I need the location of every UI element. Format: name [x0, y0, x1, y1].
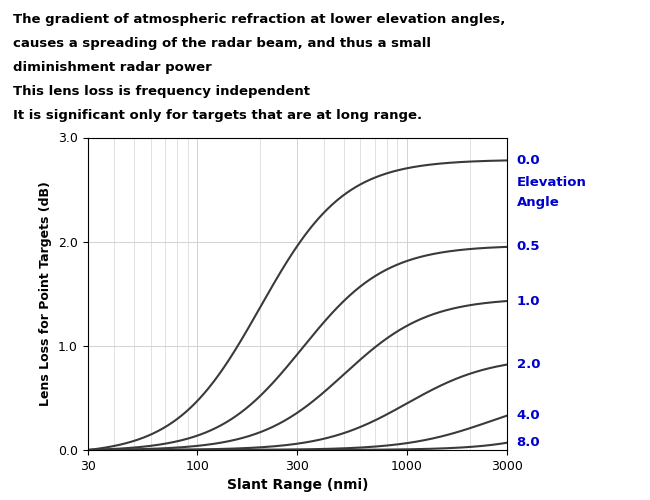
Y-axis label: Lens Loss for Point Targets (dB): Lens Loss for Point Targets (dB): [40, 182, 53, 406]
Text: Angle: Angle: [517, 196, 560, 208]
X-axis label: Slant Range (nmi): Slant Range (nmi): [227, 478, 368, 492]
Text: 0.0: 0.0: [517, 154, 540, 167]
Text: 0.5: 0.5: [517, 240, 540, 254]
Text: causes a spreading of the radar beam, and thus a small: causes a spreading of the radar beam, an…: [13, 36, 431, 50]
Text: 4.0: 4.0: [517, 409, 540, 422]
Text: This lens loss is frequency independent: This lens loss is frequency independent: [13, 84, 310, 98]
Text: 8.0: 8.0: [517, 436, 540, 449]
Text: 1.0: 1.0: [517, 294, 540, 308]
Text: It is significant only for targets that are at long range.: It is significant only for targets that …: [13, 108, 422, 122]
Text: diminishment radar power: diminishment radar power: [13, 60, 212, 74]
Text: The gradient of atmospheric refraction at lower elevation angles,: The gradient of atmospheric refraction a…: [13, 12, 506, 26]
Text: Elevation: Elevation: [517, 176, 586, 189]
Text: 2.0: 2.0: [517, 358, 540, 371]
